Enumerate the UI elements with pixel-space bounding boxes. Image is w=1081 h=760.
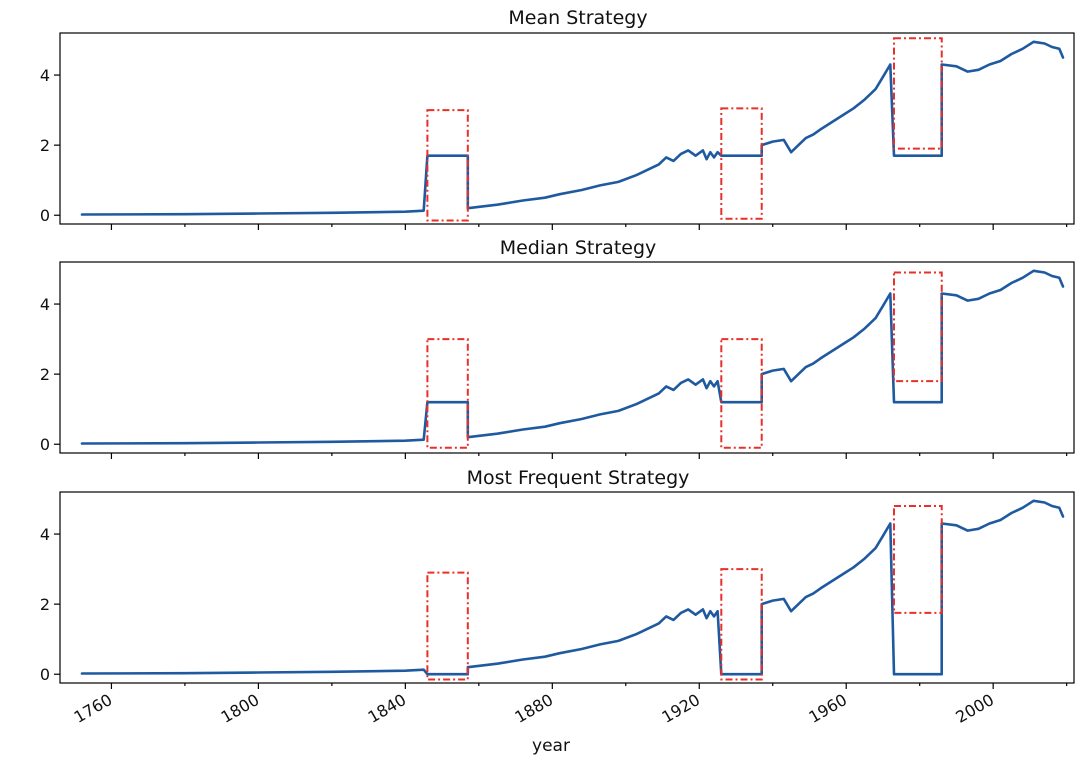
missing-data-box [720,107,763,220]
missing-data-box [720,568,763,681]
axes-frame [59,491,1075,684]
x-axis-label: year [532,736,570,756]
x-tick-label: 1760 [71,690,116,727]
panel-title: Mean Strategy [508,7,647,29]
series-line [80,499,1065,676]
y-tick-label: 2 [40,136,50,155]
x-tick-label: 1960 [805,690,850,727]
missing-data-box [426,571,469,681]
panel-title: Median Strategy [500,237,657,259]
missing-data-box [720,338,763,449]
x-tick-label: 1880 [512,690,557,727]
y-tick-label: 0 [40,435,50,454]
missing-data-box [426,109,469,222]
y-tick-label: 0 [40,206,50,225]
x-tick-label: 1920 [658,690,703,727]
y-tick-label: 2 [40,365,50,384]
series-line [80,40,1065,216]
missing-data-box [892,505,943,614]
panel-3: Most Frequent Strategy 0 2 4 1760 1800 1840 188… [40,467,1075,727]
missing-data-box [892,271,943,383]
y-tick-label: 4 [40,66,50,85]
y-tick-label: 2 [40,595,50,614]
x-tick-label: 1800 [218,690,263,727]
axes-frame [59,261,1075,454]
x-tick-label: 1840 [365,690,410,727]
series-line [80,269,1065,445]
y-tick-label: 0 [40,665,50,684]
missing-data-box [892,37,943,150]
panel-1: Mean Strategy 0 2 4 [40,7,1075,230]
missing-data-box [426,338,469,449]
panel-2: Median Strategy 0 2 4 [40,237,1075,459]
y-tick-label: 4 [40,295,50,314]
axes-frame [59,32,1075,225]
x-tick-label: 2000 [952,690,997,727]
y-tick-label: 4 [40,525,50,544]
panel-title: Most Frequent Strategy [467,467,690,489]
